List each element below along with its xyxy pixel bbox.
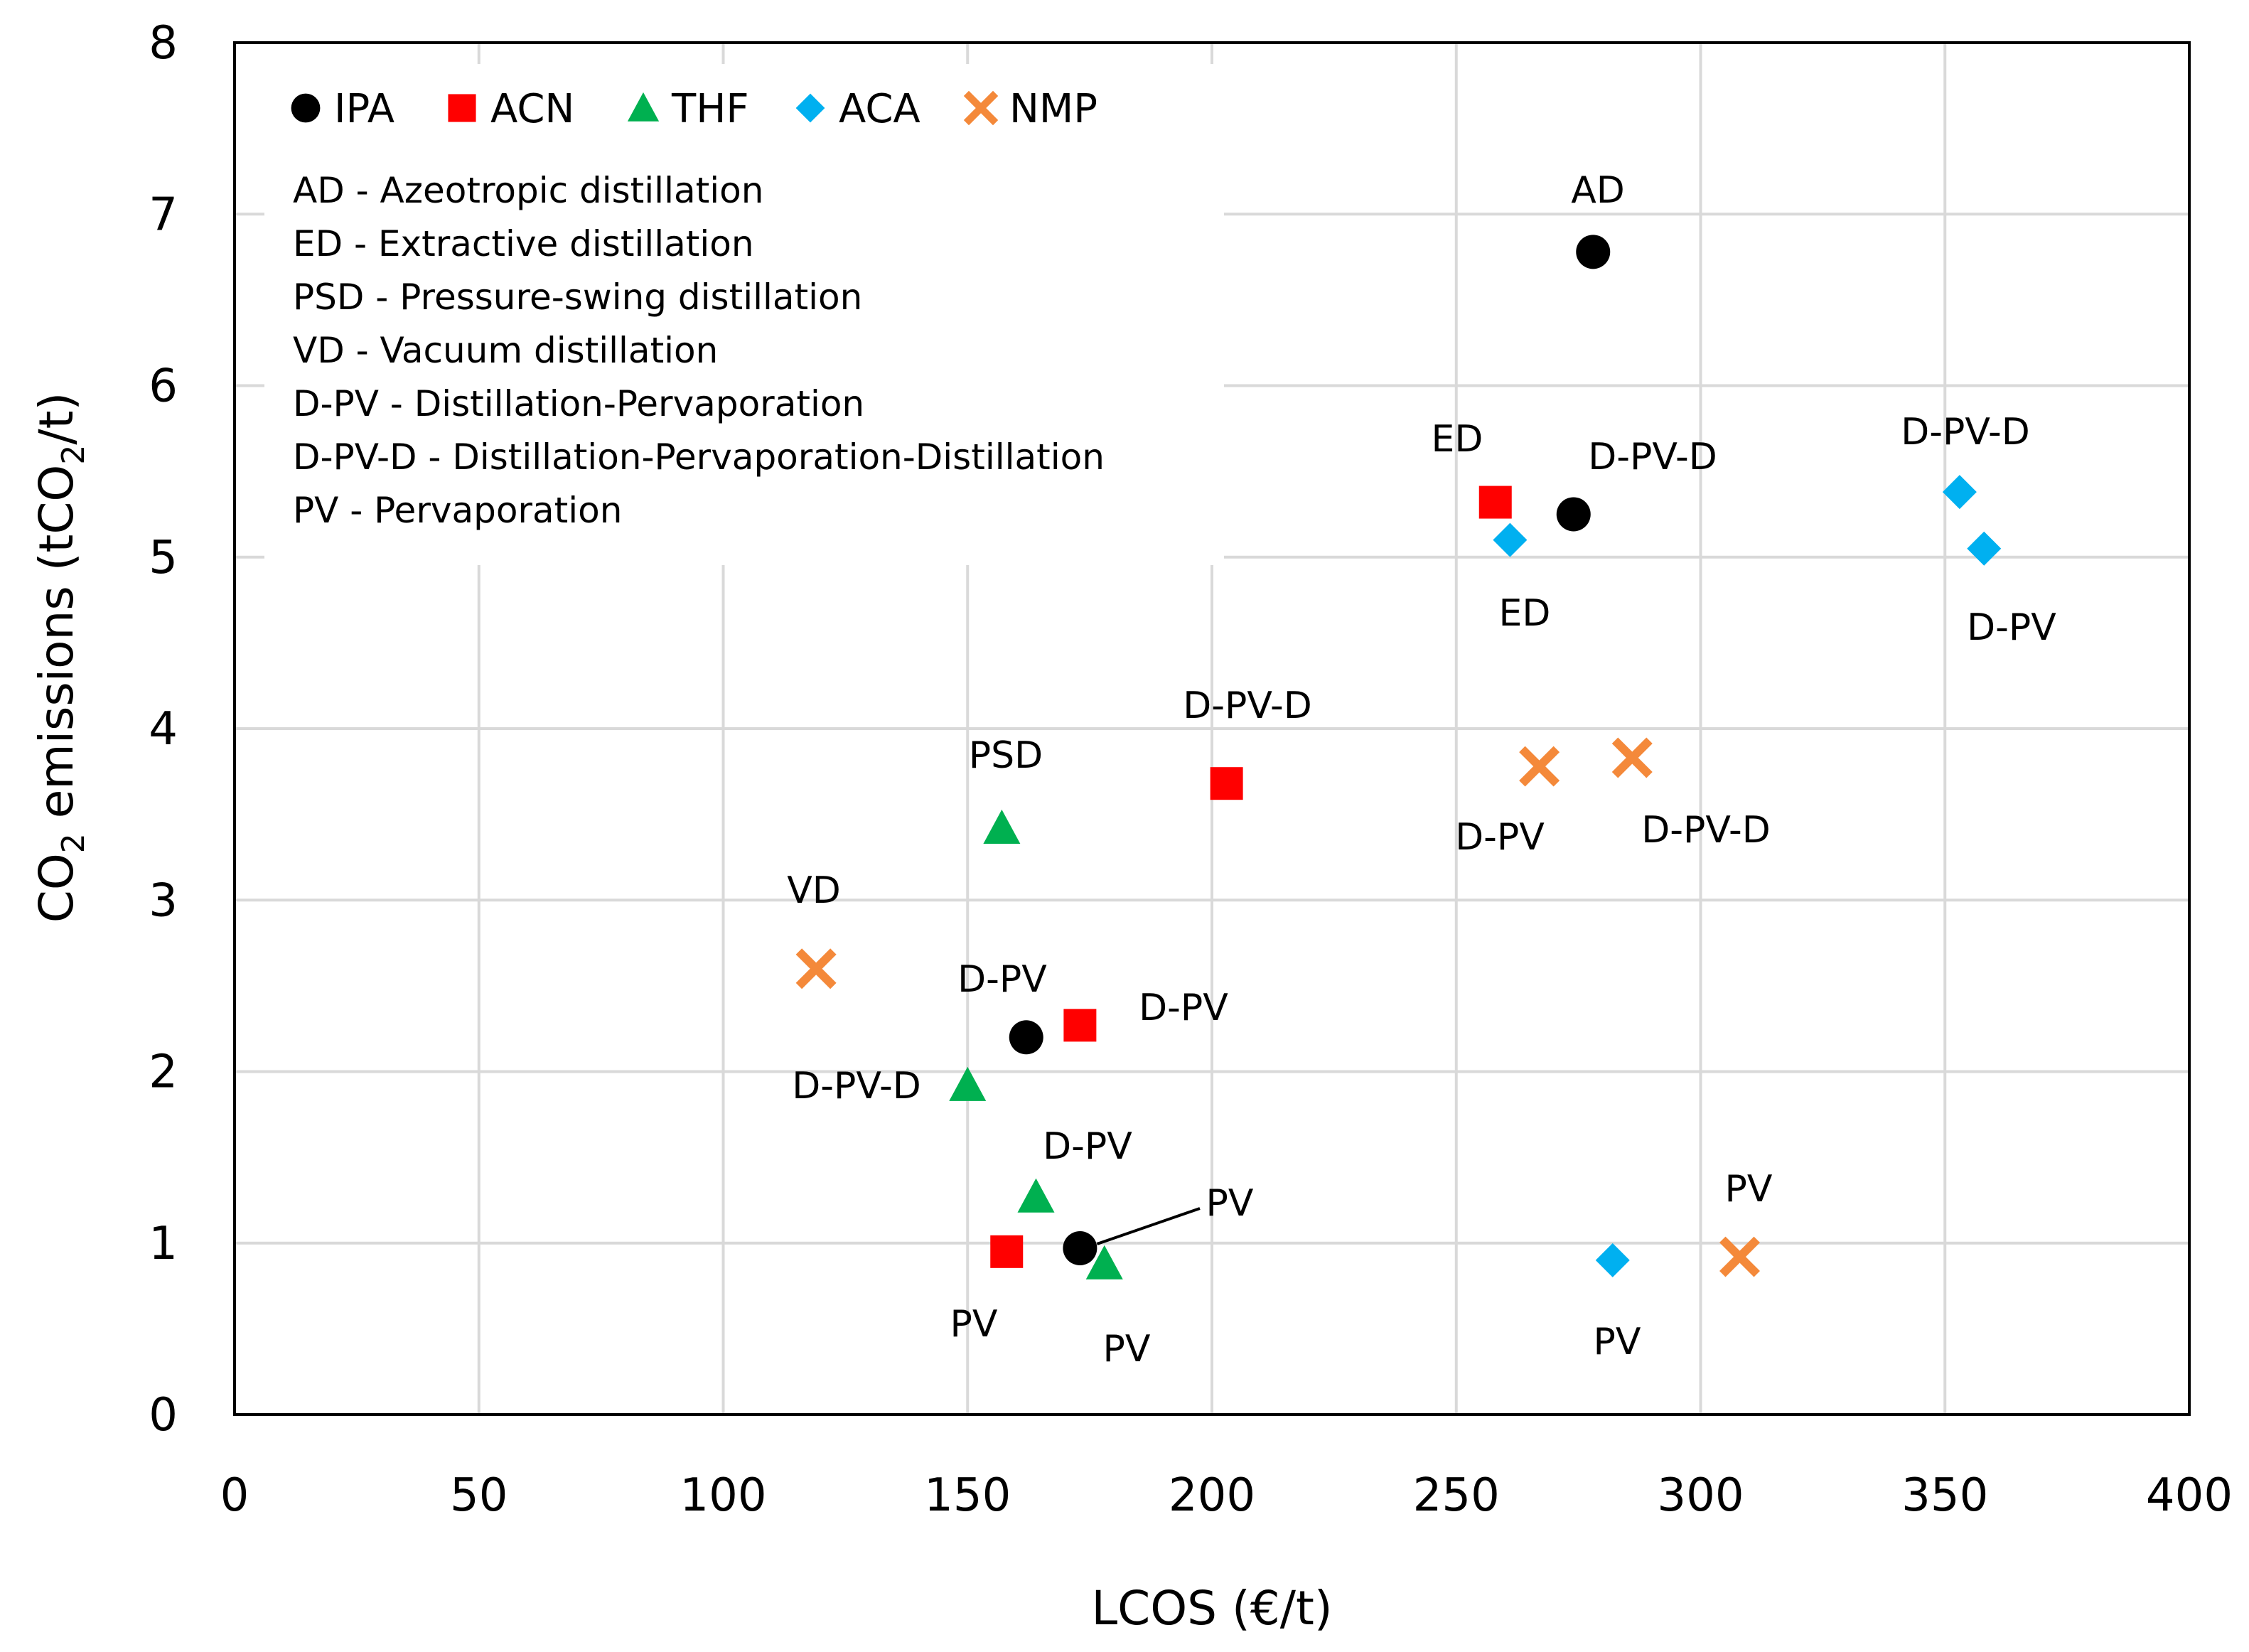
abbreviation-item: VD - Vacuum distillation: [293, 330, 718, 371]
x-tick-label: 350: [1901, 1469, 1988, 1522]
legend-acn-marker: [448, 94, 476, 122]
legend-label: THF: [671, 86, 749, 132]
aca-d-pv-d-point: [1942, 475, 1977, 510]
legend-aca-marker: [795, 93, 825, 123]
aca-ed-point: [1493, 522, 1528, 557]
abbreviation-item: ED - Extractive distillation: [293, 223, 754, 264]
y-tick-label: 1: [149, 1218, 178, 1270]
acn-d-pv-point: [1063, 1009, 1097, 1042]
y-tick-label: 4: [149, 703, 178, 756]
y-tick-label: 3: [149, 874, 178, 927]
legend-label: NMP: [1009, 86, 1097, 132]
y-tick-label: 8: [149, 17, 178, 70]
ipa-ad-point: [1576, 235, 1611, 269]
abbreviation-item: PSD - Pressure-swing distillation: [293, 277, 862, 318]
x-tick-label: 200: [1169, 1469, 1255, 1522]
thf-psd-point: [983, 809, 1021, 844]
aca-ed-label: ED: [1499, 592, 1551, 635]
thf-psd-label: PSD: [969, 734, 1043, 777]
legend-ipa-marker: [291, 93, 321, 123]
thf-pv-point: [1085, 1245, 1123, 1280]
x-axis-title: LCOS (€/t): [1091, 1581, 1332, 1636]
ipa-pv-leader-line: [1096, 1207, 1201, 1245]
abbreviation-list: AD - Azeotropic distillation ED - Extract…: [293, 170, 1105, 531]
aca-pv-point: [1595, 1243, 1630, 1277]
point-labels: AD D-PV-D D-PV PV ED D-PV-D D-PV PV PSD D-PV-D D-P…: [787, 169, 2056, 1371]
data-points: [795, 235, 2002, 1280]
nmp-pv-point: [1719, 1236, 1760, 1277]
nmp-d-pv-point: [1519, 746, 1560, 787]
y-tick-label: 7: [149, 188, 178, 241]
nmp-d-pv-d-label: D-PV-D: [1641, 809, 1771, 852]
x-tick-label: 250: [1413, 1469, 1500, 1522]
legend-box: [264, 64, 1224, 565]
abbreviation-item: D-PV-D - Distillation-Pervaporation-Dist…: [293, 436, 1105, 478]
nmp-pv-label: PV: [1725, 1168, 1773, 1211]
y-tick-label: 5: [149, 532, 178, 584]
thf-d-pv-label: D-PV: [1043, 1125, 1132, 1168]
legend-label: ACN: [490, 86, 574, 132]
ipa-d-pv-d-point: [1556, 497, 1591, 532]
legend-label: IPA: [334, 86, 394, 132]
x-tick-label: 400: [2146, 1469, 2233, 1522]
acn-pv-label: PV: [950, 1303, 998, 1346]
x-tick-label: 0: [220, 1469, 249, 1522]
nmp-vd-label: VD: [787, 869, 841, 912]
thf-pv-label: PV: [1103, 1328, 1151, 1371]
y-axis-title: CO2 emissions (tCO2/t): [29, 392, 92, 923]
nmp-d-pv-label: D-PV: [1455, 816, 1545, 859]
legend-thf-marker: [627, 92, 660, 122]
x-tick-label: 150: [924, 1469, 1011, 1522]
legend: IPA ACN THF ACA NMP: [291, 86, 1097, 132]
legend-label: ACA: [839, 86, 920, 132]
x-tick-label: 100: [680, 1469, 766, 1522]
aca-pv-label: PV: [1594, 1321, 1641, 1363]
acn-d-pv-d-point: [1210, 767, 1243, 800]
acn-pv-point: [990, 1235, 1024, 1268]
x-tick-label: 50: [450, 1469, 508, 1522]
abbreviation-item: AD - Azeotropic distillation: [293, 170, 763, 211]
acn-d-pv-d-label: D-PV-D: [1183, 685, 1312, 727]
axis-ticks: 0 50 100 150 200 250 300 350 400 0 1 2 3 4 5 6 7 8: [149, 17, 2233, 1522]
nmp-vd-point: [795, 948, 837, 989]
legend-item-ipa: IPA: [291, 86, 394, 132]
abbreviation-item: PV - Pervaporation: [293, 490, 622, 531]
aca-d-pv-point: [1967, 531, 2002, 566]
acn-ed-point: [1478, 486, 1512, 519]
thf-d-pv-point: [1017, 1178, 1055, 1213]
legend-nmp-marker: [963, 90, 999, 126]
aca-d-pv-d-label: D-PV-D: [1901, 411, 2030, 454]
legend-item-acn: ACN: [448, 86, 574, 132]
aca-d-pv-label: D-PV: [1967, 606, 2056, 649]
ipa-pv-label: PV: [1206, 1182, 1254, 1225]
abbreviation-item: D-PV - Distillation-Pervaporation: [293, 383, 864, 424]
nmp-d-pv-d-point: [1611, 737, 1653, 778]
legend-item-aca: ACA: [795, 86, 920, 132]
acn-d-pv-label: D-PV: [1139, 987, 1228, 1029]
y-tick-label: 0: [149, 1389, 178, 1442]
ipa-pv-point: [1063, 1230, 1097, 1265]
legend-item-thf: THF: [627, 86, 749, 132]
acn-ed-label: ED: [1432, 418, 1483, 461]
ipa-d-pv-point: [1009, 1020, 1043, 1055]
thf-d-pv-d-point: [949, 1066, 987, 1101]
ipa-d-pv-d-label: D-PV-D: [1588, 436, 1717, 478]
ipa-d-pv-label: D-PV: [957, 958, 1047, 1001]
y-tick-label: 2: [149, 1046, 178, 1099]
thf-d-pv-d-label: D-PV-D: [792, 1065, 921, 1107]
y-tick-label: 6: [149, 360, 178, 413]
ipa-ad-label: AD: [1571, 169, 1625, 212]
x-tick-label: 300: [1657, 1469, 1744, 1522]
plot-frame: [233, 41, 2191, 1416]
legend-item-nmp: NMP: [963, 86, 1097, 132]
